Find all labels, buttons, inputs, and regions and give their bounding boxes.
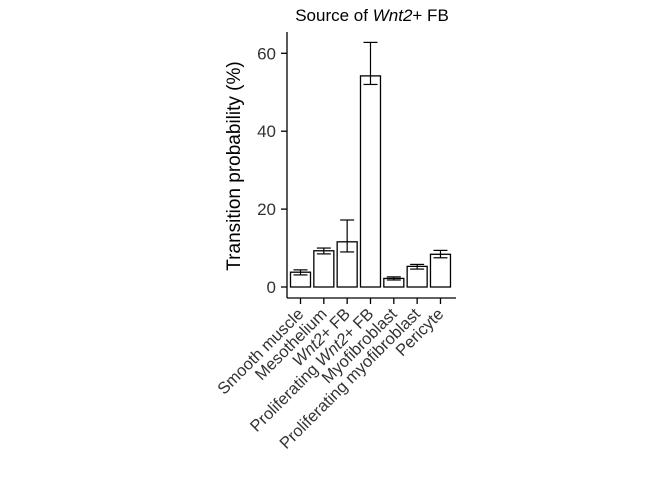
chart-title: Source of Wnt2+ FB xyxy=(295,6,449,25)
y-tick-label: 20 xyxy=(257,200,276,219)
y-tick-label: 0 xyxy=(267,278,276,297)
bar xyxy=(429,253,452,288)
bar xyxy=(359,75,382,288)
bar xyxy=(313,250,335,288)
y-tick-label: 40 xyxy=(257,122,276,141)
y-tick-label: 60 xyxy=(257,44,276,63)
y-axis-label: Transition probability (%) xyxy=(224,61,245,270)
